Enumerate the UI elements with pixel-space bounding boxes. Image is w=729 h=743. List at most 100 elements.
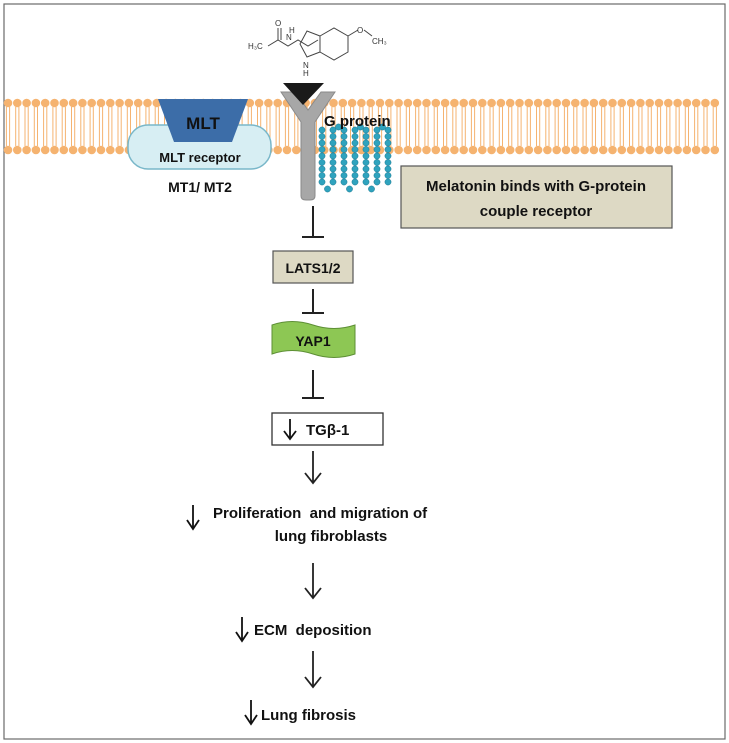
lipid-bottom (87, 127, 96, 155)
g-protein-coil (318, 123, 392, 193)
fibrosis-down-arrow (244, 700, 258, 726)
lipid-top (552, 98, 561, 127)
g-protein-bead (373, 152, 381, 160)
lipid-bottom (543, 127, 552, 155)
g-protein-bead (362, 126, 370, 134)
lipid-top (636, 98, 645, 127)
molecule-o-carbonyl: O (275, 19, 281, 28)
lipid-top (133, 98, 143, 127)
lipid-bottom (552, 127, 561, 155)
g-protein-bead (318, 178, 326, 186)
lipid-top (254, 98, 264, 127)
lipid-bottom (561, 127, 571, 155)
lipid-top (375, 98, 385, 127)
g-protein-bead (351, 139, 359, 147)
molecule-chain (267, 39, 319, 47)
note-line-2: couple receptor (480, 203, 593, 220)
g-protein-bead (384, 172, 392, 179)
lipid-top (12, 98, 22, 127)
g-protein-bead (329, 152, 337, 160)
lipid-bottom (394, 127, 403, 155)
g-protein-bead (373, 146, 381, 153)
lipid-top (422, 98, 431, 127)
g-protein-bead (351, 159, 359, 166)
lipid-top (440, 98, 450, 127)
g-protein-bead (373, 178, 381, 186)
lipid-top (68, 98, 78, 127)
lipid-bottom (636, 127, 645, 155)
lipid-top (450, 98, 459, 127)
lipid-bottom (50, 127, 59, 155)
g-protein-bead (340, 133, 348, 140)
lipid-top (50, 98, 59, 127)
g-protein-bead (362, 172, 370, 179)
lipid-top (366, 98, 376, 127)
yap1-label: YAP1 (295, 333, 331, 349)
lipid-bottom (422, 127, 431, 155)
g-protein-bead (351, 152, 359, 160)
lipid-bottom (533, 127, 543, 155)
lipid-bottom (478, 127, 487, 155)
inhibition-arrow-3 (302, 370, 324, 399)
molecule-h3c: H₃C (248, 42, 263, 51)
arrow-to-ecm (304, 563, 322, 600)
lipid-bottom (608, 127, 617, 155)
g-protein-bead (329, 159, 337, 166)
lipid-bottom (710, 127, 720, 155)
lipid-bottom (654, 127, 664, 155)
g-protein-bead (368, 185, 375, 193)
g-protein-bead (384, 152, 392, 160)
g-protein-bead (373, 172, 381, 179)
lipid-top (87, 98, 96, 127)
outer-border (3, 3, 726, 740)
lipid-top (245, 98, 255, 127)
g-protein-bead (384, 165, 392, 173)
indole-benzene-ring (319, 27, 349, 61)
lipid-bottom (412, 127, 422, 155)
g-protein-bead (318, 172, 326, 179)
g-protein-bead (329, 172, 337, 179)
lipid-top (459, 98, 469, 127)
lipid-top (403, 98, 413, 127)
g-protein-bead (318, 126, 326, 134)
g-protein-bead (318, 165, 326, 173)
g-protein-bead (329, 139, 337, 147)
lipid-top (124, 98, 134, 127)
molecule-methyl: CH₃ (372, 37, 387, 46)
g-protein-bead (384, 159, 392, 166)
lipid-top (561, 98, 571, 127)
tgf-down-arrow (283, 419, 297, 441)
lipid-top (478, 98, 487, 127)
lipid-bottom (682, 127, 692, 155)
g-protein-bead (384, 178, 392, 186)
lipid-bottom (459, 127, 469, 155)
molecule-nh: H (289, 26, 295, 35)
ecm-label: ECM deposition (254, 622, 372, 639)
lipid-top (626, 98, 636, 127)
g-protein-bead (362, 139, 370, 147)
lipid-top (338, 98, 348, 127)
g-protein-bead (362, 178, 370, 186)
lipid-bottom (701, 127, 710, 155)
lipid-top (654, 98, 664, 127)
lipid-bottom (431, 127, 441, 155)
lipid-top (394, 98, 403, 127)
lipid-bottom (68, 127, 78, 155)
inhibition-arrow-1 (302, 206, 324, 238)
lipid-top (710, 98, 720, 127)
molecule-ring-h: H (303, 69, 309, 78)
g-protein-bead (340, 126, 348, 134)
mlt-receptor-label: MLT receptor (159, 150, 240, 165)
lipid-bottom (59, 127, 69, 155)
g-protein-bead (351, 126, 359, 134)
tgf-label: TGβ-1 (306, 422, 349, 439)
lipid-top (673, 98, 682, 127)
molecule-n: N (286, 33, 292, 42)
lipid-bottom (580, 127, 589, 155)
lipid-top (515, 98, 524, 127)
g-protein-bead (373, 126, 381, 134)
molecule-ring-n: N (303, 61, 309, 70)
proliferation-line-1: Proliferation and migration of (213, 505, 428, 522)
molecule-labels: H₃C O N H O CH₃ N H (248, 19, 387, 78)
